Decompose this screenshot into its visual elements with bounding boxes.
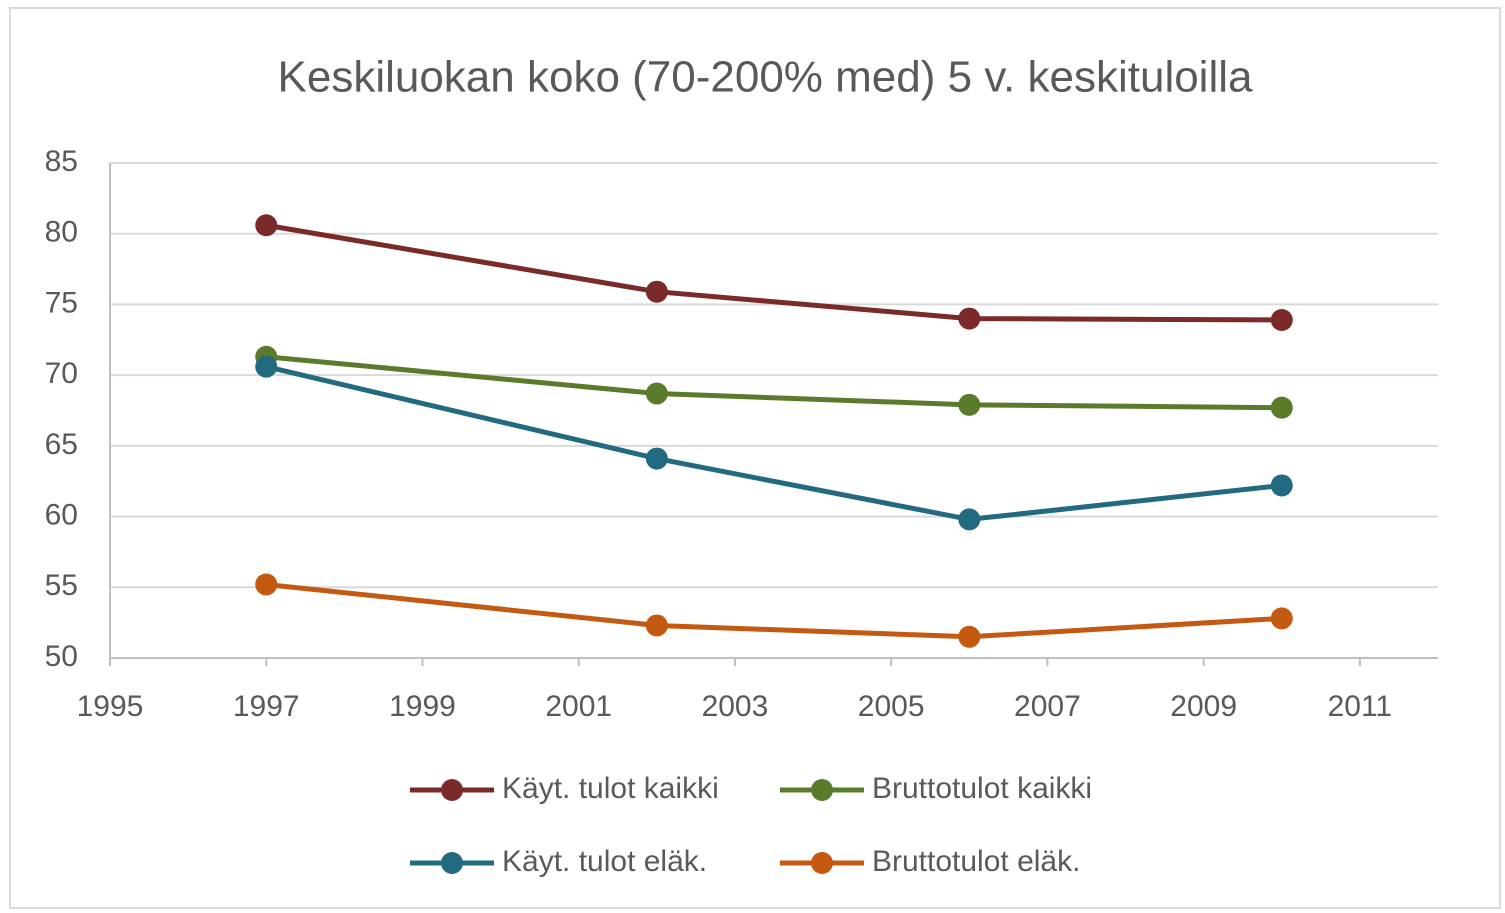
legend-label: Käyt. tulot eläk.	[502, 845, 707, 878]
y-tick-label: 75	[45, 286, 78, 319]
legend-label: Käyt. tulot kaikki	[502, 772, 719, 805]
y-tick-label: 85	[45, 145, 78, 178]
marker	[958, 393, 981, 416]
marker	[645, 614, 668, 637]
marker	[958, 508, 981, 531]
marker	[1270, 607, 1293, 630]
marker	[645, 382, 668, 405]
line	[265, 222, 1282, 323]
chart-title: Keskiluokan koko (70-200% med) 5 v. kesk…	[278, 53, 1254, 102]
legend-marker	[811, 852, 833, 874]
line	[266, 354, 1282, 411]
x-tick-label: 2011	[1328, 690, 1393, 723]
legend-label: Bruttotulot eläk.	[872, 845, 1080, 878]
x-tick-label: 2003	[702, 690, 769, 723]
y-tick-label: 80	[45, 216, 78, 249]
line	[265, 581, 1282, 640]
marker	[1270, 396, 1293, 419]
x-tick-label: 1995	[77, 690, 144, 723]
y-tick-label: 55	[45, 569, 78, 602]
chart-border	[9, 7, 1501, 909]
legend-label: Bruttotulot kaikki	[872, 772, 1092, 805]
marker	[1270, 308, 1293, 331]
y-tick-label: 50	[45, 640, 78, 673]
x-tick-label: 1997	[233, 690, 300, 723]
marker	[1270, 474, 1293, 497]
marker	[255, 573, 278, 596]
y-tick-label: 70	[45, 357, 78, 390]
marker	[958, 307, 981, 330]
marker	[255, 355, 278, 378]
x-tick-label: 1999	[389, 690, 456, 723]
line	[265, 364, 1283, 522]
marker	[958, 625, 981, 648]
x-tick-label: 2005	[858, 690, 925, 723]
legend-marker	[441, 779, 463, 801]
legend-marker	[441, 852, 463, 874]
legend-marker	[811, 779, 833, 801]
marker	[645, 447, 668, 470]
x-tick-label: 2001	[545, 690, 612, 723]
y-tick-label: 60	[45, 498, 78, 531]
x-tick-label: 2009	[1170, 690, 1237, 723]
marker	[255, 214, 278, 237]
y-tick-label: 65	[45, 428, 78, 461]
marker	[645, 280, 668, 303]
x-tick-label: 2007	[1014, 690, 1081, 723]
